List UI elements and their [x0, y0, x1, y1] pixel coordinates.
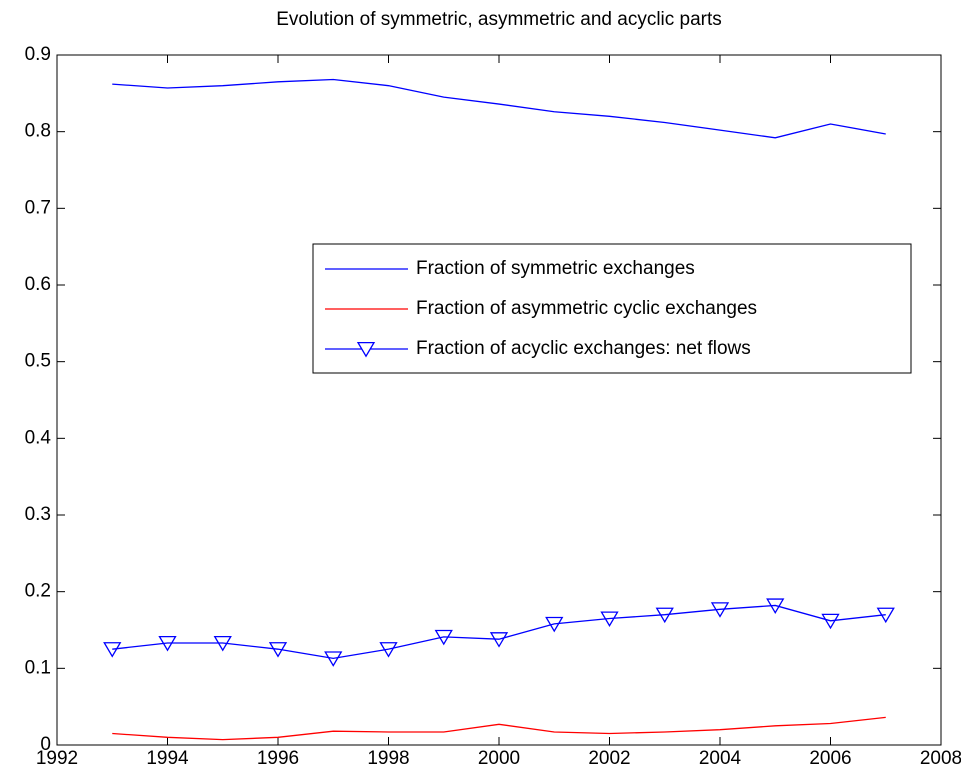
marker [103, 642, 122, 658]
marker [268, 642, 288, 658]
y-tick-label: 0.6 [25, 274, 51, 295]
x-tick-label: 2006 [809, 748, 851, 769]
marker [158, 635, 177, 652]
legend-label: Fraction of symmetric exchanges [416, 258, 695, 279]
legend-box [312, 243, 912, 374]
marker [710, 602, 730, 618]
x-tick-label: 1998 [367, 748, 409, 769]
marker [434, 629, 453, 646]
marker [213, 635, 232, 652]
series-line [112, 716, 886, 741]
marker [324, 651, 343, 667]
y-tick-label: 0.1 [25, 657, 51, 678]
marker [821, 613, 840, 630]
y-tick-label: 0.7 [25, 197, 51, 218]
y-tick-label: 0.9 [25, 44, 51, 65]
legend-marker [356, 341, 376, 358]
chart-title: Evolution of symmetric, asymmetric and a… [276, 9, 722, 30]
x-tick-label: 2008 [920, 748, 961, 769]
marker [876, 607, 895, 624]
plot-area [56, 54, 942, 746]
series-line [112, 604, 886, 660]
y-tick-label: 0.8 [25, 121, 51, 142]
marker [379, 642, 398, 658]
y-tick-label: 0.2 [25, 581, 51, 602]
legend-label: Fraction of asymmetric cyclic exchanges [416, 298, 757, 319]
marker [766, 598, 785, 614]
x-tick-label: 1994 [146, 748, 189, 769]
y-tick-label: 0 [40, 734, 51, 755]
marker [600, 611, 619, 627]
x-tick-label: 1992 [36, 748, 78, 769]
y-tick-label: 0.5 [25, 351, 51, 372]
x-tick-label: 2002 [588, 748, 630, 769]
marker [545, 616, 564, 633]
x-tick-label: 2000 [478, 748, 520, 769]
marker [655, 607, 674, 624]
y-tick-label: 0.4 [25, 427, 52, 448]
series-line [112, 78, 886, 139]
marker [489, 632, 509, 648]
x-tick-label: 2004 [699, 748, 742, 769]
y-tick-label: 0.3 [25, 504, 51, 525]
legend-label: Fraction of acyclic exchanges: net flows [416, 338, 751, 359]
x-tick-label: 1996 [257, 748, 299, 769]
